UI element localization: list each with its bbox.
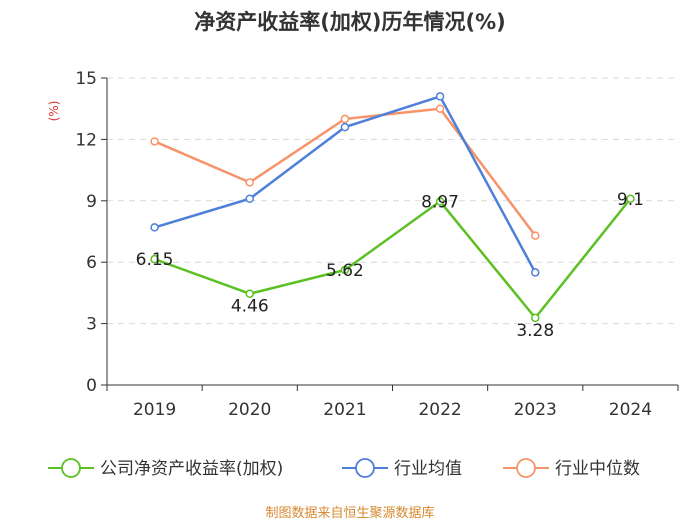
- series-point: [150, 254, 159, 264]
- series-point: [435, 197, 445, 206]
- y-tick-label: 0: [86, 376, 97, 396]
- data-label: 4.46: [231, 297, 269, 317]
- series-2: [150, 104, 540, 240]
- grid-lines: [107, 77, 678, 325]
- source-note: 制图数据来自恒生聚源数据库: [265, 505, 434, 521]
- y-tick-label: 15: [75, 69, 97, 89]
- y-tick-label: 6: [86, 253, 97, 273]
- series-point: [340, 122, 350, 132]
- y-tick-label: 9: [86, 192, 97, 212]
- y-tick-label: 3: [86, 315, 97, 335]
- series-point: [435, 92, 445, 101]
- data-label: 9.1: [617, 190, 644, 210]
- series-point: [245, 178, 254, 187]
- data-label: 5.62: [326, 261, 364, 281]
- series-point: [435, 104, 445, 113]
- data-label: 3.28: [516, 321, 554, 341]
- series-point: [340, 114, 350, 124]
- series-line: [154, 197, 632, 320]
- legend-label: 行业均值: [394, 459, 462, 479]
- legend-item-2[interactable]: 行业中位数: [503, 458, 640, 479]
- axes: 0 3 6 9 12 15 2019 2020 2021 2022 2023 2024: [75, 69, 679, 420]
- data-labels: 6.15 4.46 5.62 8.97 3.28 9.1: [136, 190, 644, 341]
- series-point: [626, 194, 635, 204]
- legend-marker: [355, 458, 375, 478]
- series-0: [150, 194, 635, 323]
- data-label: 8.97: [421, 192, 459, 212]
- x-tick-label: 2024: [609, 400, 652, 420]
- series-point: [531, 313, 540, 323]
- series-point: [531, 268, 540, 277]
- y-tick-label: 12: [75, 130, 97, 150]
- series-1: [150, 92, 540, 277]
- legend-marker: [61, 458, 81, 478]
- legend-label: 公司净资产收益率(加权): [100, 459, 283, 479]
- legend-marker: [516, 458, 536, 478]
- legend-item-1[interactable]: 行业均值: [342, 458, 462, 479]
- series-point: [150, 223, 159, 232]
- series-layer: [150, 92, 635, 323]
- series-point: [531, 231, 540, 240]
- series-point: [150, 137, 159, 146]
- x-tick-label: 2020: [228, 400, 271, 420]
- x-tick-label: 2019: [133, 400, 176, 420]
- data-label: 6.15: [136, 250, 174, 270]
- legend[interactable]: 公司净资产收益率(加权) 行业均值 行业中位数: [48, 458, 640, 479]
- series-point: [245, 289, 254, 298]
- chart-title: 净资产收益率(加权)历年情况(%): [194, 10, 505, 34]
- x-tick-label: 2022: [418, 400, 461, 420]
- x-tick-label: 2023: [514, 400, 557, 420]
- legend-item-0[interactable]: 公司净资产收益率(加权): [48, 458, 283, 479]
- x-tick-label: 2021: [323, 400, 366, 420]
- y-axis-unit: (%): [47, 101, 61, 122]
- legend-label: 行业中位数: [555, 459, 640, 479]
- series-point: [340, 265, 350, 275]
- series-point: [245, 194, 254, 204]
